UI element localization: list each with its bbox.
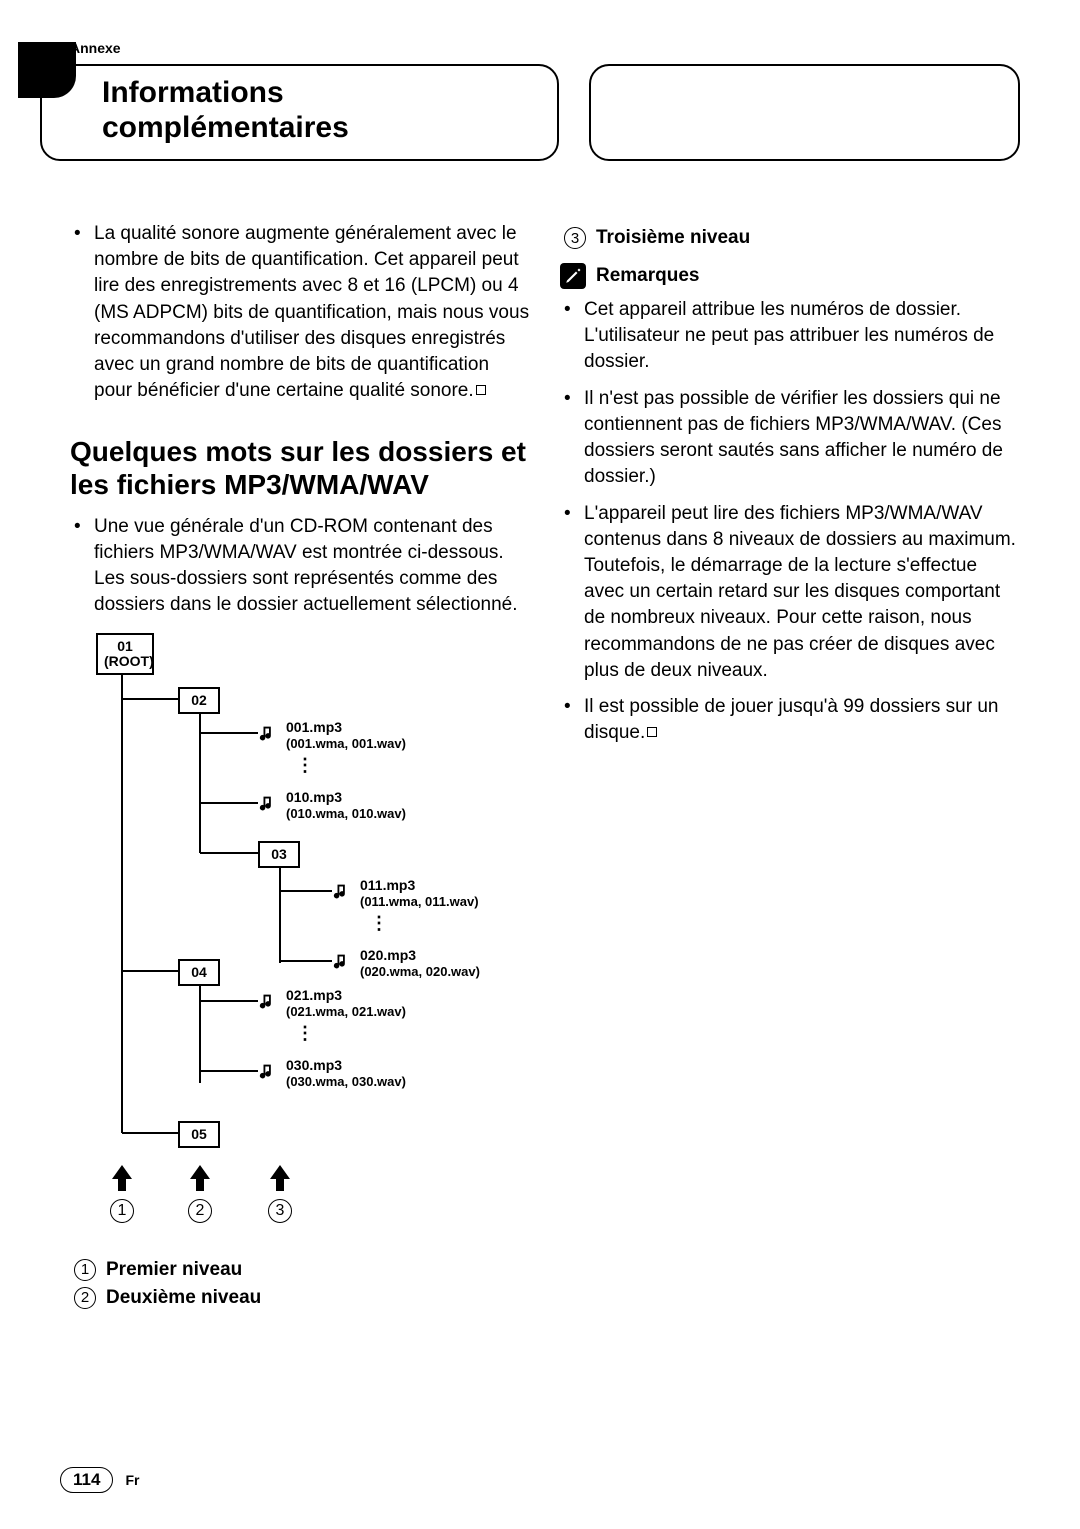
vertical-dots: ⋮ bbox=[370, 913, 388, 934]
level-marker-3: 3 bbox=[268, 1199, 292, 1223]
vertical-dots: ⋮ bbox=[296, 1023, 314, 1044]
file-label: 020.mp3(020.wma, 020.wav) bbox=[360, 947, 480, 981]
folder-04: 04 bbox=[178, 959, 220, 986]
music-note-icon bbox=[258, 991, 280, 1013]
level-text: Deuxième niveau bbox=[106, 1287, 261, 1309]
bullet-list-1: La qualité sonore augmente généralement … bbox=[70, 221, 530, 405]
level-3-label: 3 Troisième niveau bbox=[564, 227, 1020, 249]
content-columns: La qualité sonore augmente généralement … bbox=[40, 221, 1020, 1315]
list-item: Il est possible de jouer jusqu'à 99 doss… bbox=[560, 694, 1020, 746]
bullet-list-2: Une vue générale d'un CD-ROM contenant d… bbox=[70, 514, 530, 619]
circled-number-icon: 3 bbox=[564, 227, 586, 249]
title-box: Informations complémentaires bbox=[40, 64, 559, 161]
folder-03: 03 bbox=[258, 841, 300, 868]
remarques-label: Remarques bbox=[596, 265, 700, 287]
bullet-text: La qualité sonore augmente généralement … bbox=[94, 223, 529, 401]
page-number: 114 bbox=[60, 1467, 113, 1493]
file-label: 011.mp3(011.wma, 011.wav) bbox=[360, 877, 479, 911]
music-note-icon bbox=[258, 793, 280, 815]
file-label: 030.mp3(030.wma, 030.wav) bbox=[286, 1057, 406, 1091]
column-right: 3 Troisième niveau Remarques Cet apparei… bbox=[560, 221, 1020, 1315]
list-item: La qualité sonore augmente généralement … bbox=[70, 221, 530, 405]
remarque-text: Cet appareil attribue les numéros de dos… bbox=[584, 299, 994, 372]
remarques-heading: Remarques bbox=[560, 263, 1020, 289]
remarque-text: Il n'est pas possible de vérifier les do… bbox=[584, 388, 1003, 488]
file-label: 021.mp3(021.wma, 021.wav) bbox=[286, 987, 406, 1021]
language-code: Fr bbox=[125, 1472, 139, 1488]
bullet-text: Une vue générale d'un CD-ROM contenant d… bbox=[94, 516, 518, 616]
music-note-icon bbox=[258, 1061, 280, 1083]
annexe-label: Annexe bbox=[70, 40, 1020, 56]
remarque-text: L'appareil peut lire des fichiers MP3/WM… bbox=[584, 503, 1016, 681]
section-heading: Quelques mots sur les dossiers et les fi… bbox=[70, 435, 530, 502]
page-footer: 114 Fr bbox=[60, 1467, 139, 1493]
folder-05: 05 bbox=[178, 1121, 220, 1148]
music-note-icon bbox=[258, 723, 280, 745]
stop-icon bbox=[476, 385, 486, 395]
remarques-list: Cet appareil attribue les numéros de dos… bbox=[560, 297, 1020, 747]
list-item: Une vue générale d'un CD-ROM contenant d… bbox=[70, 514, 530, 619]
pencil-icon bbox=[560, 263, 586, 289]
level-marker-1: 1 bbox=[110, 1199, 134, 1223]
up-arrow-icon bbox=[268, 1163, 292, 1193]
column-left: La qualité sonore augmente généralement … bbox=[40, 221, 530, 1315]
circled-number-icon: 1 bbox=[74, 1259, 96, 1281]
file-label: 010.mp3(010.wma, 010.wav) bbox=[286, 789, 406, 823]
level-text: Troisième niveau bbox=[596, 227, 750, 249]
stop-icon bbox=[647, 727, 657, 737]
list-item: Cet appareil attribue les numéros de dos… bbox=[560, 297, 1020, 376]
level-text: Premier niveau bbox=[106, 1259, 242, 1281]
header-row: Informations complémentaires bbox=[40, 64, 1020, 161]
list-item: L'appareil peut lire des fichiers MP3/WM… bbox=[560, 501, 1020, 685]
folder-tree-diagram: 01(ROOT) 02 03 04 05 001.mp3(001.wma, 00… bbox=[70, 633, 510, 1253]
music-note-icon bbox=[332, 951, 354, 973]
page-title: Informations complémentaires bbox=[102, 76, 529, 145]
empty-title-box bbox=[589, 64, 1020, 161]
music-note-icon bbox=[332, 881, 354, 903]
list-item: Il n'est pas possible de vérifier les do… bbox=[560, 386, 1020, 491]
folder-02: 02 bbox=[178, 687, 220, 714]
up-arrow-icon bbox=[110, 1163, 134, 1193]
level-2-label: 2 Deuxième niveau bbox=[74, 1287, 530, 1309]
level-marker-2: 2 bbox=[188, 1199, 212, 1223]
vertical-dots: ⋮ bbox=[296, 755, 314, 776]
remarque-text: Il est possible de jouer jusqu'à 99 doss… bbox=[584, 696, 998, 743]
folder-root: 01(ROOT) bbox=[96, 633, 154, 676]
circled-number-icon: 2 bbox=[74, 1287, 96, 1309]
black-tab-decoration bbox=[18, 42, 76, 98]
level-1-label: 1 Premier niveau bbox=[74, 1259, 530, 1281]
file-label: 001.mp3(001.wma, 001.wav) bbox=[286, 719, 406, 753]
up-arrow-icon bbox=[188, 1163, 212, 1193]
